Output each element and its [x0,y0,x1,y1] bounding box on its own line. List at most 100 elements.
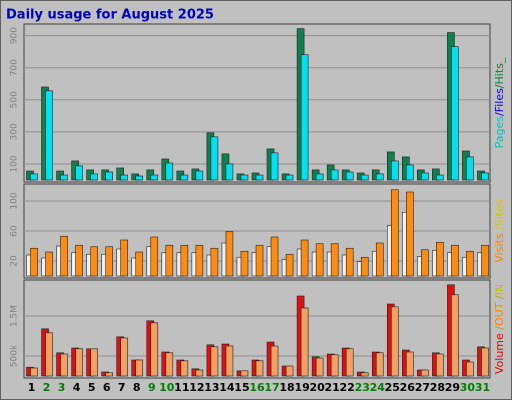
y-tick-label: 500k [10,344,20,367]
bar [345,247,354,277]
bar [75,348,83,377]
bar [195,369,204,377]
bar [345,171,354,181]
x-tick-label: 16 [249,381,265,394]
bar [225,345,234,377]
x-tick-label: 22 [340,381,355,394]
bar [270,345,279,377]
bar [390,189,399,277]
bar [210,136,219,181]
bar [255,244,264,277]
x-tick-label: 10 [159,381,175,394]
bar [255,360,264,377]
x-tick-label: 21 [325,381,340,394]
side-label-part: Visits [493,233,506,262]
bar [451,244,459,277]
bar [225,231,234,277]
bar [285,253,294,277]
bar [390,160,399,181]
bar [375,173,384,181]
x-tick-label: 20 [309,381,325,394]
bar [300,239,309,277]
bar [165,244,174,277]
side-label: Volume /OUT /IN [493,284,506,374]
y-tick-label: 100 [10,192,20,209]
x-tick-label: 11 [174,381,189,394]
x-tick-label: 2 [43,381,51,394]
bar [432,168,440,181]
bar [30,173,38,181]
side-label: Pages/Files/Hits_ [493,57,506,148]
x-tick-label: 27 [415,381,430,394]
y-tick-label: 500 [10,91,20,108]
x-tick-label: 25 [385,381,400,394]
bar [30,367,38,377]
y-tick-label: 700 [10,59,20,76]
y-tick-label: 300 [10,123,20,140]
bar [45,332,53,377]
y-tick-label: 900 [10,27,20,44]
bar [150,322,159,377]
x-tick-label: 28 [430,381,445,394]
x-tick-label: 4 [73,381,81,394]
side-label: Visits /Sites [493,199,506,262]
bar [135,175,144,181]
x-tick-label: 3 [58,381,66,394]
x-tick-label: 6 [103,381,111,394]
bar [90,246,98,277]
bar [421,172,429,181]
bar [406,164,414,181]
bar [30,247,38,277]
side-label-part: Volume [493,333,506,374]
x-tick-label: 17 [264,381,279,394]
bar [285,365,294,377]
x-tick-label: 7 [118,381,126,394]
x-tick-label: 1 [28,381,36,394]
bar [406,351,414,377]
y-tick-label: 1.5M [10,305,20,327]
bar [315,173,324,181]
bar [436,353,444,377]
bar [345,348,354,377]
bar [135,251,144,277]
x-tick-label: 30 [460,381,476,394]
bar [195,244,204,277]
bar [60,353,68,377]
x-tick-label: 31 [475,381,490,394]
bar [481,347,489,377]
bar [75,165,83,181]
bar [481,172,489,181]
bar [116,167,125,181]
bar [150,236,159,277]
bar [90,173,98,181]
bar [330,354,339,377]
bar [180,360,189,377]
panel [23,23,491,183]
bar [466,156,474,181]
bar [225,163,234,181]
bar [481,244,489,277]
bar [210,247,219,277]
x-tick-label: 29 [445,381,460,394]
bar [240,370,249,377]
bar [180,244,189,277]
bar [60,174,68,181]
bar [436,174,444,181]
bar [451,294,459,377]
x-tick-label: 15 [234,381,249,394]
bar [270,152,279,181]
bar [255,174,264,181]
bar [375,352,384,377]
bar [210,346,219,377]
x-tick-label: 23 [355,381,370,394]
y-tick-label: 20 [10,255,20,267]
bar [45,251,53,277]
side-label-part: Pages [493,116,506,149]
bar [120,174,129,181]
bar [300,54,309,181]
side-label-part: / [493,326,506,333]
bar [390,306,399,377]
side-label-part: OUT [493,302,506,326]
bar [466,361,474,377]
